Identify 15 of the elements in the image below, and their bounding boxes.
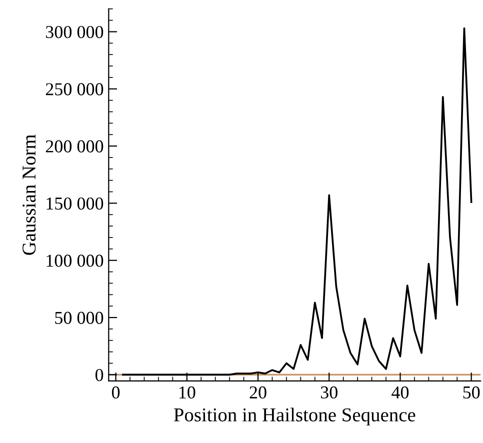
x-axis-title: Position in Hailstone Sequence xyxy=(174,408,416,426)
y-tick-label: 150 000 xyxy=(46,197,104,210)
y-tick-label: 300 000 xyxy=(46,26,104,38)
y-tick-label: 0 xyxy=(95,368,104,382)
y-tick-label: 200 000 xyxy=(46,140,104,152)
x-tick-label: 20 xyxy=(250,386,266,399)
y-tick-label: 100 000 xyxy=(46,254,104,267)
x-tick-label: 40 xyxy=(392,386,409,399)
x-tick-label: 10 xyxy=(179,386,196,399)
y-tick-label: 50 000 xyxy=(55,312,104,324)
x-tick-label: 0 xyxy=(112,386,120,399)
y-axis-title: Gaussian Norm xyxy=(22,134,36,255)
x-tick-label: 30 xyxy=(320,386,338,399)
x-tick-label: 50 xyxy=(463,386,480,399)
y-tick-label: 250 000 xyxy=(46,83,104,96)
